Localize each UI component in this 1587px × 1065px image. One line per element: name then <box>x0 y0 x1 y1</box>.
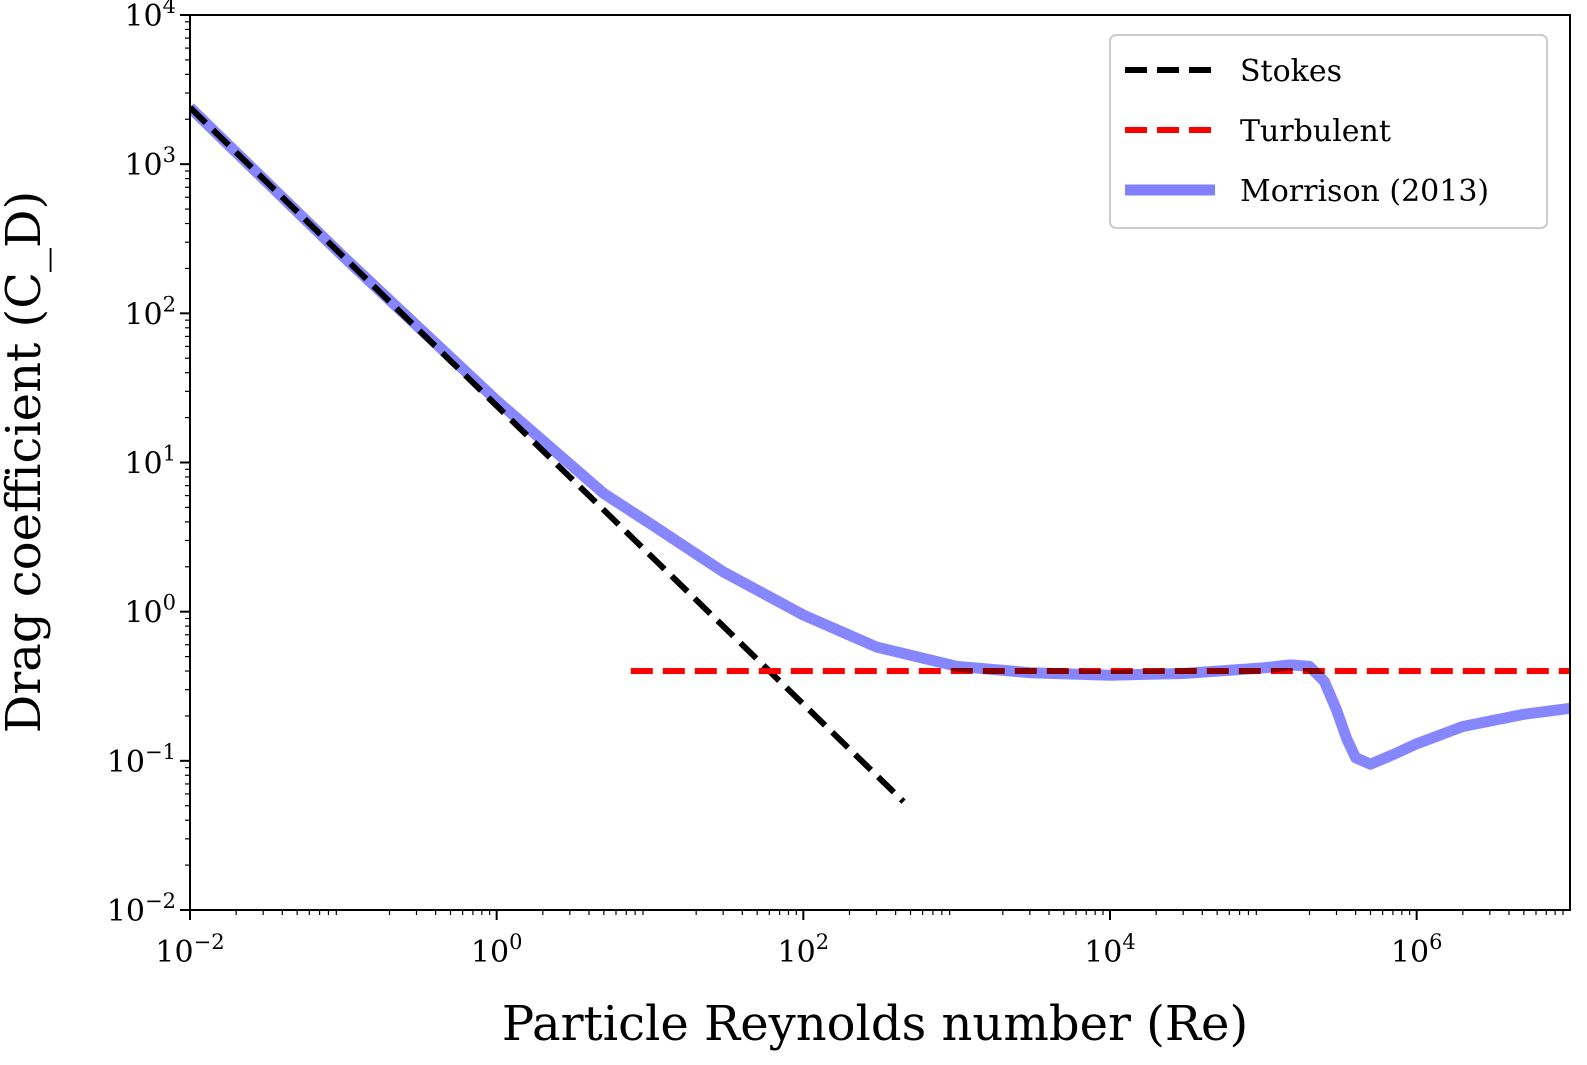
x-tick-label: 10−2 <box>155 930 224 970</box>
series-line-2 <box>190 103 1570 770</box>
legend: Stokes Turbulent Morrison (2013) <box>1109 34 1548 229</box>
legend-label: Turbulent <box>1240 114 1391 149</box>
y-tick-label: 10−2 <box>107 889 176 929</box>
x-tick-label: 102 <box>778 930 830 970</box>
y-axis-label: Drag coefficient (C_D) <box>0 191 52 733</box>
y-tick-label: 101 <box>124 442 176 482</box>
x-tick-label: 106 <box>1391 930 1443 970</box>
y-tick-label: 104 <box>124 0 176 34</box>
x-axis-label: Particle Reynolds number (Re) <box>502 996 1248 1052</box>
legend-label: Stokes <box>1240 54 1342 89</box>
y-tick-label: 103 <box>124 143 176 183</box>
y-tick-label: 102 <box>124 292 176 332</box>
plot-frame <box>189 14 1571 911</box>
x-tick-label: 104 <box>1084 930 1136 970</box>
axis-ticks: 10−2 100 102 104 106 10−2 10−1 100 101 102 103 104 <box>107 0 1564 970</box>
x-tick-label: 100 <box>471 930 523 970</box>
y-tick-label: 10−1 <box>107 740 176 780</box>
legend-label: Morrison (2013) <box>1240 174 1489 209</box>
y-tick-label: 100 <box>124 591 176 631</box>
legend-box <box>1109 34 1548 229</box>
series-layer <box>190 103 1570 804</box>
